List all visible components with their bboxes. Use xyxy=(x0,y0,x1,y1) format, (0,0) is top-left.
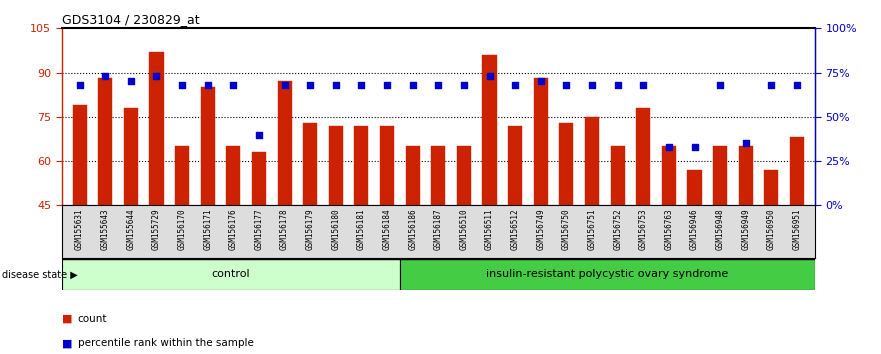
Bar xyxy=(611,146,625,205)
Point xyxy=(765,82,779,88)
Point xyxy=(662,144,676,150)
Point xyxy=(354,82,368,88)
Text: GSM156949: GSM156949 xyxy=(741,208,751,250)
Text: control: control xyxy=(211,269,250,279)
Text: GSM156179: GSM156179 xyxy=(306,208,315,250)
Text: GSM156749: GSM156749 xyxy=(537,208,545,250)
Point xyxy=(508,82,522,88)
Bar xyxy=(98,79,112,205)
Text: GSM156170: GSM156170 xyxy=(178,208,187,250)
Text: GSM155631: GSM155631 xyxy=(75,208,84,250)
Point xyxy=(636,82,650,88)
Text: ■: ■ xyxy=(62,338,72,348)
Bar xyxy=(687,170,701,205)
Point xyxy=(790,82,804,88)
Text: percentile rank within the sample: percentile rank within the sample xyxy=(78,338,254,348)
Point xyxy=(124,79,138,84)
Text: GSM156177: GSM156177 xyxy=(255,208,263,250)
Text: GSM156187: GSM156187 xyxy=(433,208,443,250)
Point xyxy=(713,82,727,88)
Bar xyxy=(62,258,400,290)
Point xyxy=(611,82,625,88)
Text: GSM156184: GSM156184 xyxy=(382,208,391,250)
Text: GSM156181: GSM156181 xyxy=(357,208,366,250)
Point xyxy=(687,144,701,150)
Bar xyxy=(278,81,292,205)
Text: GSM156186: GSM156186 xyxy=(408,208,418,250)
Point xyxy=(329,82,343,88)
Bar xyxy=(790,137,804,205)
Point xyxy=(380,82,394,88)
Bar xyxy=(303,123,317,205)
Bar xyxy=(636,108,650,205)
Text: GSM156750: GSM156750 xyxy=(562,208,571,250)
Bar xyxy=(432,146,445,205)
Bar xyxy=(124,108,138,205)
Bar xyxy=(252,152,266,205)
Point xyxy=(278,82,292,88)
Text: insulin-resistant polycystic ovary syndrome: insulin-resistant polycystic ovary syndr… xyxy=(486,269,729,279)
Bar xyxy=(354,126,368,205)
Text: GSM156510: GSM156510 xyxy=(459,208,469,250)
Text: GSM156951: GSM156951 xyxy=(793,208,802,250)
Bar xyxy=(585,117,599,205)
Bar xyxy=(201,87,215,205)
Point xyxy=(252,132,266,137)
Bar xyxy=(534,79,548,205)
Bar xyxy=(738,146,752,205)
Point xyxy=(559,82,574,88)
Text: GSM155644: GSM155644 xyxy=(126,208,136,250)
Text: GDS3104 / 230829_at: GDS3104 / 230829_at xyxy=(62,13,199,26)
Text: GSM156763: GSM156763 xyxy=(664,208,673,250)
Text: GSM156946: GSM156946 xyxy=(690,208,699,250)
Point xyxy=(405,82,419,88)
Bar xyxy=(380,126,394,205)
Bar xyxy=(405,146,419,205)
Text: GSM156948: GSM156948 xyxy=(715,208,725,250)
Bar xyxy=(483,55,497,205)
Bar xyxy=(72,105,86,205)
Text: GSM156176: GSM156176 xyxy=(229,208,238,250)
Point xyxy=(98,73,112,79)
Point xyxy=(201,82,215,88)
Text: GSM156178: GSM156178 xyxy=(280,208,289,250)
Text: count: count xyxy=(78,314,107,324)
Text: disease state ▶: disease state ▶ xyxy=(2,269,78,279)
Point xyxy=(175,82,189,88)
Text: GSM156180: GSM156180 xyxy=(331,208,340,250)
Point xyxy=(72,82,86,88)
Point xyxy=(303,82,317,88)
Text: GSM156753: GSM156753 xyxy=(639,208,648,250)
Bar xyxy=(765,170,779,205)
Bar xyxy=(662,146,676,205)
Bar xyxy=(329,126,343,205)
Text: GSM155729: GSM155729 xyxy=(152,208,161,250)
Point xyxy=(585,82,599,88)
Point xyxy=(483,73,497,79)
Bar xyxy=(226,146,241,205)
Text: GSM156751: GSM156751 xyxy=(588,208,596,250)
Text: GSM156171: GSM156171 xyxy=(204,208,212,250)
Text: GSM156511: GSM156511 xyxy=(485,208,494,250)
Bar xyxy=(150,52,164,205)
Bar xyxy=(713,146,727,205)
Bar xyxy=(457,146,471,205)
Bar xyxy=(175,146,189,205)
Text: GSM155643: GSM155643 xyxy=(100,208,110,250)
Text: GSM156512: GSM156512 xyxy=(511,208,520,250)
Bar xyxy=(559,123,574,205)
Point xyxy=(226,82,241,88)
Point xyxy=(432,82,446,88)
Text: ■: ■ xyxy=(62,314,72,324)
Text: GSM156950: GSM156950 xyxy=(766,208,776,250)
Bar xyxy=(508,126,522,205)
Text: GSM156752: GSM156752 xyxy=(613,208,622,250)
Point xyxy=(534,79,548,84)
Bar xyxy=(400,258,815,290)
Point xyxy=(738,141,752,146)
Point xyxy=(457,82,471,88)
Point xyxy=(150,73,164,79)
